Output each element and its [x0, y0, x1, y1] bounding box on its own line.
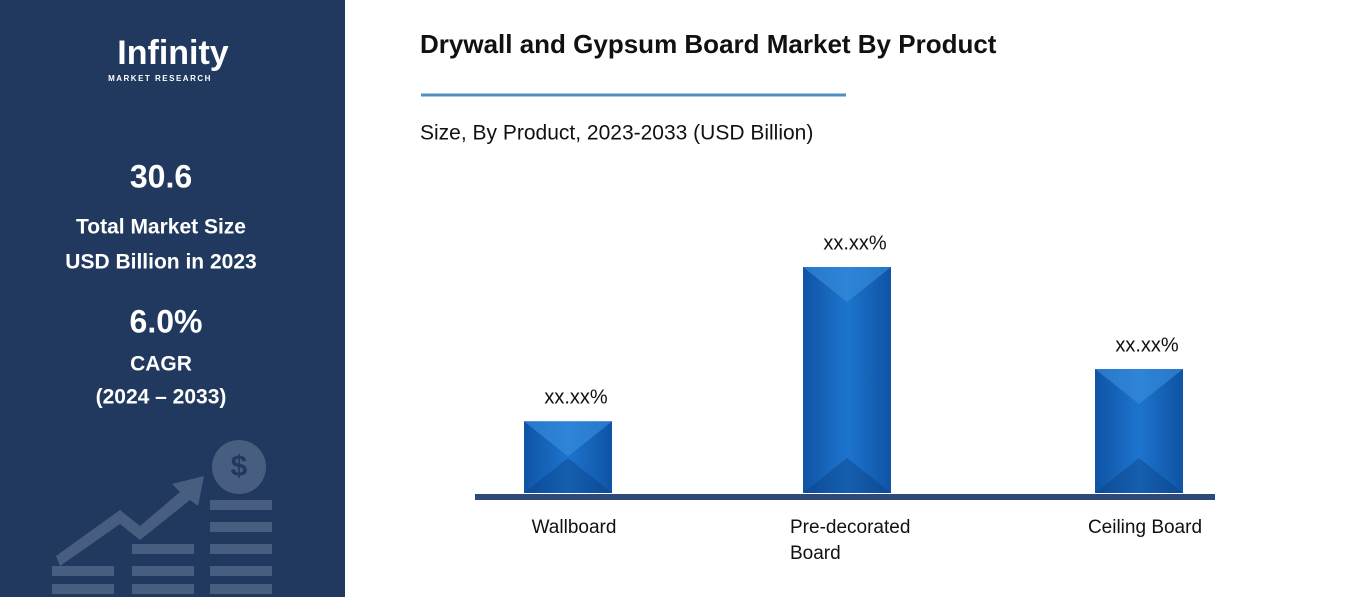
bar-bevel [1095, 369, 1183, 404]
logo-subtitle: MARKET RESEARCH [108, 74, 212, 83]
cagr: 6.0% [130, 303, 203, 339]
bar-bevel [1095, 458, 1183, 493]
x-tick-label: Wallboard [532, 517, 617, 538]
bar-bevel [803, 267, 891, 303]
chart-title: Drywall and Gypsum Board Market By Produ… [420, 29, 997, 59]
cagr-label: CAGR [130, 353, 192, 376]
x-tick-label: Pre-decorated Board [790, 517, 910, 564]
market-size: 30.6 [130, 158, 192, 194]
growth-icon [52, 440, 272, 594]
bar-bevel [524, 458, 612, 493]
side-panel [0, 0, 345, 597]
bar-bevel [524, 421, 612, 457]
bar-annotation: xx.xx% [544, 387, 608, 409]
dollar-icon: $ [231, 450, 248, 483]
market-size-label: USD Billion in 2023 [65, 251, 256, 274]
bar-annotation: xx.xx% [1115, 334, 1179, 356]
cagr-period: (2024 – 2033) [96, 386, 227, 409]
market-size-label: Total Market Size [76, 216, 246, 239]
bar-shade [803, 267, 891, 493]
chart-subtitle: Size, By Product, 2023-2033 (USD Billion… [420, 122, 813, 145]
x-tick-label: Ceiling Board [1088, 517, 1202, 538]
logo: Infinity [117, 34, 229, 72]
bar-bevel [803, 458, 891, 493]
bar-annotation: xx.xx% [823, 232, 887, 254]
